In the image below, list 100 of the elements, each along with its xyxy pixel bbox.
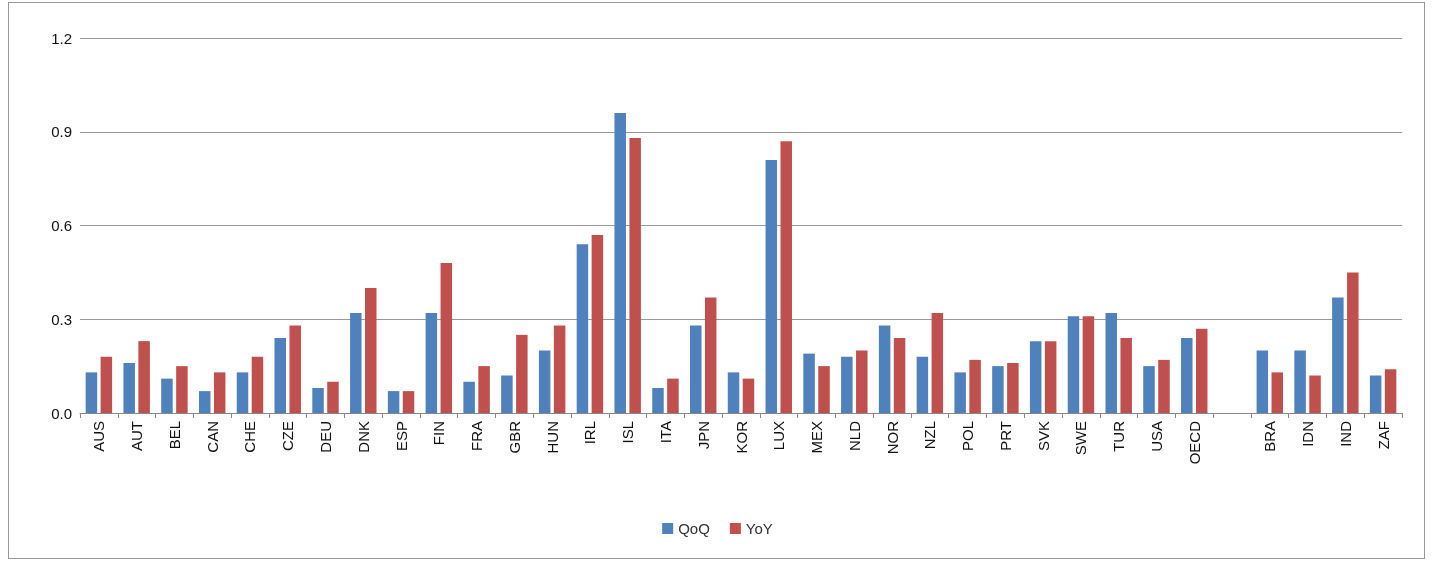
bar — [727, 372, 740, 413]
bar — [425, 313, 438, 413]
legend-label: YoY — [745, 520, 773, 537]
x-tick-label: DEU — [317, 421, 335, 453]
y-tick-label: 1.2 — [51, 29, 72, 47]
bar — [176, 366, 188, 413]
x-tick-label: LUX — [770, 421, 788, 451]
x-tick-label: BRA — [1261, 421, 1279, 452]
x-tick-label: CZE — [279, 421, 297, 451]
bar — [856, 350, 868, 413]
x-tick-label: JPN — [694, 421, 712, 450]
y-tick-label: 0.9 — [51, 123, 72, 141]
bar — [463, 381, 475, 413]
bar — [765, 159, 778, 413]
x-tick-label: DNK — [354, 421, 372, 453]
bar — [236, 372, 249, 413]
bar — [591, 234, 604, 413]
bar — [742, 378, 755, 413]
x-tick-label: BEL — [165, 421, 183, 450]
bar — [818, 366, 830, 413]
bar — [1143, 366, 1155, 413]
bar — [123, 363, 135, 413]
bar — [350, 313, 362, 413]
bar — [1044, 341, 1057, 413]
x-tick-label: TUR — [1110, 420, 1128, 452]
x-tick-label: AUT — [128, 421, 146, 451]
x-tick-label: SWE — [1072, 421, 1090, 456]
bar — [312, 388, 324, 413]
x-tick-label: MEX — [808, 421, 826, 454]
bar — [289, 325, 301, 413]
x-tick-label: IRL — [581, 421, 599, 445]
x-tick-label: KOR — [732, 420, 750, 454]
bar — [1271, 372, 1284, 413]
x-tick-label: PRT — [996, 421, 1014, 451]
bar — [916, 356, 929, 413]
bar — [1067, 316, 1080, 413]
bar — [538, 350, 551, 413]
x-tick-label: SVK — [1034, 421, 1052, 452]
bar — [1384, 369, 1397, 413]
bar — [274, 338, 287, 413]
bar — [1105, 313, 1117, 413]
bar — [629, 138, 641, 413]
y-tick-label: 0.0 — [51, 404, 72, 422]
x-tick-label: NLD — [845, 420, 863, 452]
bar — [161, 378, 173, 413]
bar — [213, 372, 226, 413]
bar — [667, 378, 679, 413]
bar — [327, 381, 339, 413]
x-tick-label: AUS — [90, 421, 108, 452]
bar — [992, 366, 1004, 413]
bar — [704, 297, 717, 413]
bar — [780, 141, 792, 413]
x-tick-label: CHE — [241, 421, 259, 453]
bar — [100, 356, 113, 413]
x-tick-label: ISL — [619, 421, 637, 444]
bar — [1029, 341, 1042, 413]
bar — [931, 313, 944, 413]
x-tick-label: HUN — [543, 421, 561, 454]
bar — [893, 338, 906, 413]
x-tick-label: GBR — [505, 420, 523, 454]
bar — [1332, 297, 1344, 413]
x-tick-label: ITA — [656, 421, 674, 444]
bar — [553, 325, 566, 413]
bar — [1347, 272, 1359, 413]
bar — [198, 391, 211, 413]
bar — [501, 375, 513, 413]
bar — [841, 356, 853, 413]
bar — [1195, 328, 1208, 413]
x-tick-label: ESP — [392, 421, 410, 452]
x-tick-label: NZL — [921, 421, 939, 450]
legend-label: QoQ — [678, 520, 710, 537]
x-tick-label: IND — [1336, 420, 1354, 447]
bar — [576, 244, 589, 413]
y-tick-label: 0.6 — [51, 217, 72, 234]
bar — [516, 334, 528, 413]
bar — [387, 391, 400, 413]
x-tick-label: ZAF — [1374, 421, 1392, 450]
bar — [1158, 359, 1170, 413]
bar — [614, 113, 626, 413]
x-tick-label: USA — [1147, 421, 1165, 452]
bar — [85, 372, 98, 413]
x-tick-label: OECD — [1185, 420, 1203, 465]
bar — [251, 356, 264, 413]
x-tick-label: NOR — [883, 420, 901, 455]
x-tick-label: FIN — [430, 421, 448, 446]
bar — [803, 353, 815, 413]
bar — [1294, 350, 1306, 413]
bar — [1181, 338, 1193, 413]
x-tick-label: POL — [959, 421, 977, 452]
x-tick-label: FRA — [468, 421, 486, 451]
x-tick-label: CAN — [203, 421, 221, 453]
x-tick-label: IDN — [1299, 421, 1317, 447]
bar — [969, 359, 981, 413]
bar — [690, 325, 702, 413]
y-tick-label: 0.3 — [51, 310, 72, 328]
bar — [478, 366, 490, 413]
bar — [138, 341, 150, 413]
bar — [1309, 375, 1321, 413]
bar — [1007, 363, 1019, 413]
bar — [1120, 338, 1132, 413]
